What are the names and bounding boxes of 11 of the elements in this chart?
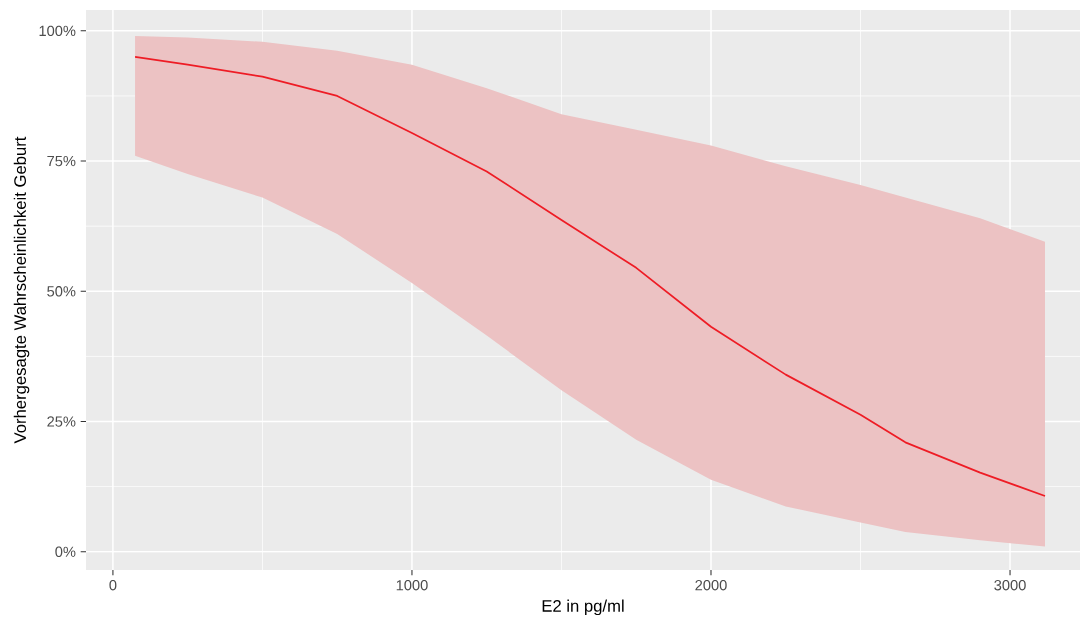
x-tick-label: 1000 — [396, 580, 428, 591]
y-tick-label: 75% — [47, 155, 76, 167]
x-tick-label: 3000 — [994, 580, 1026, 591]
y-tick-label: 100% — [39, 25, 76, 37]
x-axis-title: E2 in pg/ml — [542, 599, 624, 616]
y-axis-title: Vorhergesagte Wahrscheinlichkeit Geburt — [13, 136, 30, 444]
x-tick-label: 0 — [109, 580, 117, 591]
x-tick-label: 2000 — [695, 580, 727, 591]
y-tick-label: 25% — [47, 416, 76, 427]
y-tick-label: 0% — [55, 546, 76, 557]
y-tick-label: 50% — [47, 286, 76, 297]
